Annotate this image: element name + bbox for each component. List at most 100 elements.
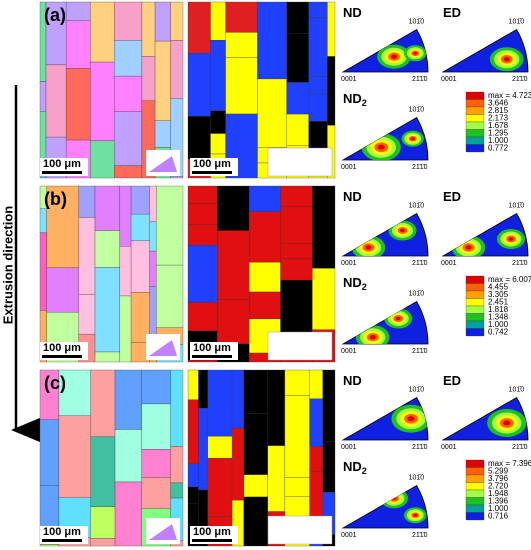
- pole-title-text: ND: [343, 91, 362, 106]
- scale-bar-label: 100 μm: [193, 526, 231, 538]
- grain: [267, 445, 286, 512]
- grain: [210, 110, 226, 134]
- grain: [286, 33, 309, 83]
- grain: [154, 40, 171, 121]
- ebsd-ipf-map: [39, 185, 184, 363]
- legend-value: 1.000: [488, 320, 509, 329]
- grain: [187, 52, 211, 117]
- pole-label-top: 101̄0: [409, 290, 425, 297]
- grain: [39, 111, 47, 164]
- grain: [207, 369, 233, 437]
- legend-swatch: [465, 489, 485, 498]
- legend-value: 1.000: [488, 136, 509, 145]
- grain: [141, 403, 171, 450]
- contour: [377, 144, 385, 150]
- legend-value: 1.000: [488, 504, 509, 513]
- phase-table: [267, 331, 333, 361]
- grain: [210, 39, 226, 111]
- grain: [280, 258, 313, 281]
- grain: [217, 299, 250, 345]
- grain: [243, 369, 268, 414]
- grain: [309, 398, 323, 447]
- grain: [284, 477, 310, 497]
- scale-bar-label: 100 μm: [43, 158, 81, 170]
- grain: [141, 449, 171, 478]
- contour: [465, 245, 472, 250]
- grain: [141, 1, 156, 57]
- panel-label: (b): [44, 189, 67, 209]
- pole-label-right: 21̄1̄0: [412, 348, 428, 355]
- grain: [286, 1, 309, 34]
- grain: [114, 1, 143, 41]
- pole-contours: [351, 220, 417, 256]
- grain: [309, 369, 323, 400]
- grain: [46, 267, 79, 313]
- pole-title-text: ND: [343, 459, 362, 474]
- pole-label-right: 21̄1̄0: [412, 260, 428, 267]
- axis-label: Extrusion direction: [0, 206, 15, 325]
- legend-value: 1.678: [488, 121, 509, 130]
- pole-label-top: 101̄0: [409, 202, 425, 209]
- pole-label-left: 0001: [341, 444, 357, 451]
- grain: [225, 32, 258, 58]
- grain: [119, 185, 132, 247]
- grain: [225, 1, 258, 33]
- pole-label-top: 101̄0: [409, 18, 425, 25]
- grain: [187, 359, 218, 363]
- grain: [210, 1, 226, 41]
- grain: [327, 1, 336, 57]
- grain: [249, 291, 281, 320]
- grain: [114, 111, 143, 166]
- grain: [231, 369, 245, 429]
- pole-title-subscript: 2: [362, 466, 367, 476]
- pole-title-text: ND: [343, 5, 362, 20]
- grain: [154, 120, 171, 148]
- legend-swatch: [465, 482, 485, 491]
- legend-swatch: [465, 504, 485, 513]
- pole-title: ND: [343, 189, 362, 204]
- pole-label-left: 0001: [441, 76, 457, 83]
- grain: [187, 203, 218, 225]
- grain: [114, 369, 142, 430]
- grain: [170, 482, 184, 499]
- scale-bar: [192, 171, 232, 174]
- pole-label-top: 101̄0: [409, 106, 425, 113]
- grain: [257, 78, 287, 148]
- grain: [312, 268, 336, 330]
- legend-swatch: [465, 320, 485, 329]
- legend-swatch: [465, 121, 485, 130]
- grain: [170, 446, 184, 484]
- pole-label-left: 0001: [441, 260, 457, 267]
- grain: [225, 57, 258, 115]
- grain: [119, 246, 132, 297]
- grain: [280, 206, 313, 244]
- scale-bar: [192, 355, 232, 358]
- grain: [90, 538, 116, 547]
- grain: [149, 250, 157, 287]
- contour: [503, 57, 510, 62]
- grain: [94, 230, 121, 268]
- legend-value: 0.772: [488, 144, 509, 153]
- grain: [156, 185, 184, 266]
- grain: [78, 217, 96, 295]
- scale-bar-label: 100 μm: [193, 342, 231, 354]
- pole-contours: [451, 229, 525, 256]
- legend-value: 0.716: [488, 512, 509, 521]
- grain: [130, 213, 150, 241]
- panel-label: (c): [44, 373, 66, 393]
- pole-label-top: 101̄0: [409, 386, 425, 393]
- grain: [114, 165, 143, 179]
- contour: [413, 513, 418, 517]
- legend-value: 1.396: [488, 497, 509, 506]
- pole-contours: [391, 404, 428, 433]
- grain: [308, 17, 328, 77]
- ipf-key: [149, 156, 177, 172]
- scale-bar-label: 100 μm: [43, 526, 81, 538]
- pole-title: ND: [343, 5, 362, 20]
- grain: [187, 369, 199, 400]
- pole-label-right: 21̄1̄0: [412, 444, 428, 451]
- grain: [217, 185, 250, 231]
- legend-swatch: [465, 328, 485, 337]
- grain: [65, 1, 91, 21]
- pole-label-top: 101̄0: [409, 474, 425, 481]
